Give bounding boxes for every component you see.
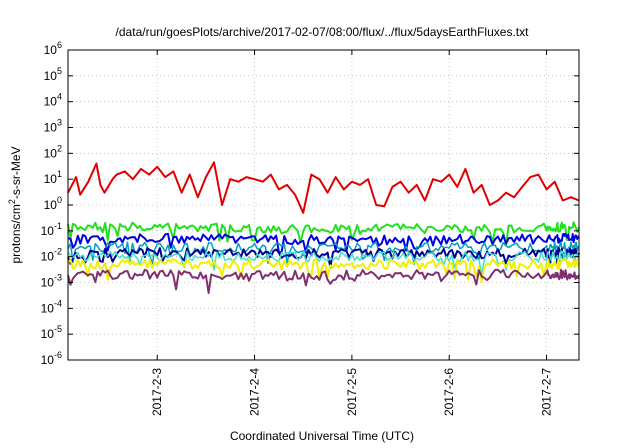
- y-tick-label-11: 10-5: [41, 324, 62, 341]
- y-axis-label-sup: 2: [7, 199, 17, 204]
- series-line-1: [67, 221, 580, 246]
- x-tick-label-4: 2017-2-7: [540, 368, 554, 416]
- x-tick-label-0: 2017-2-3: [150, 368, 164, 416]
- series-line-0: [67, 161, 580, 214]
- series-line-7: [67, 268, 580, 294]
- y-tick-label-12: 10-6: [41, 350, 62, 367]
- y-tick-label-0: 106: [44, 40, 62, 57]
- y-tick-label-4: 102: [44, 143, 62, 160]
- x-tick-label-3: 2017-2-6: [442, 368, 456, 416]
- y-axis-ticks: 106 105 104 103 102 101 100 10-1 10-2 10-3 10-4 10-…: [41, 40, 579, 367]
- series-group: [67, 161, 580, 294]
- grid: [68, 50, 579, 360]
- x-axis-ticks: 2017-2-3 2017-2-4 2017-2-5 2017-2-6 2017-2-7: [150, 50, 554, 416]
- y-axis-label-suffix: -s-sr-MeV: [9, 146, 23, 199]
- y-tick-label-1: 105: [44, 66, 62, 83]
- series-line-3: [67, 241, 580, 266]
- series-line-2: [67, 232, 580, 254]
- chart-title: /data/run/goesPlots/archive/2017-02-07/0…: [116, 25, 530, 39]
- series-line-6: [67, 258, 580, 283]
- y-axis-label: protons/cm2-s-sr-MeV: [7, 146, 23, 263]
- y-tick-label-8: 10-2: [41, 247, 62, 264]
- y-tick-label-3: 103: [44, 118, 62, 135]
- y-tick-label-6: 100: [44, 195, 62, 212]
- y-tick-label-5: 101: [44, 169, 62, 186]
- x-tick-label-1: 2017-2-4: [248, 368, 262, 416]
- y-tick-label-2: 104: [44, 92, 62, 109]
- y-tick-label-7: 10-1: [41, 221, 62, 238]
- y-tick-label-10: 10-4: [41, 298, 62, 315]
- x-tick-label-2: 2017-2-5: [345, 368, 359, 416]
- series-line-5: [67, 250, 580, 275]
- x-axis-label: Coordinated Universal Time (UTC): [230, 429, 414, 443]
- y-axis-label-prefix: protons/cm: [9, 204, 23, 263]
- y-tick-label-9: 10-3: [41, 273, 62, 290]
